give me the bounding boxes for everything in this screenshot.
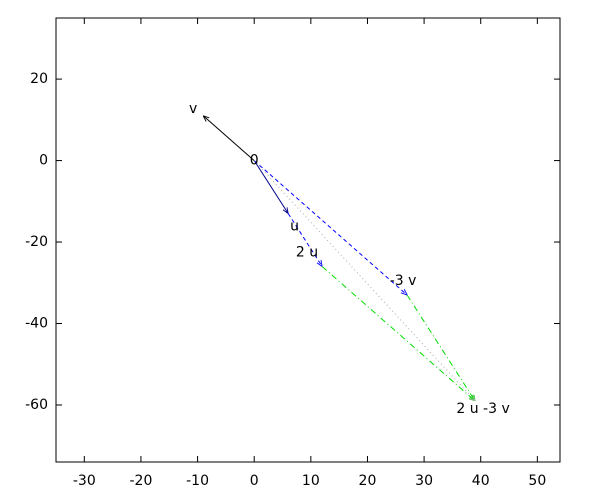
- vector: [406, 294, 475, 401]
- y-tick-label: -20: [25, 234, 48, 250]
- y-tick-label: 0: [39, 153, 48, 169]
- y-tick-label: 20: [30, 71, 48, 87]
- vector: [253, 160, 288, 214]
- x-tick-label: -10: [186, 473, 209, 489]
- vector-label: u: [290, 219, 299, 235]
- vector: [321, 266, 475, 400]
- vector-label: -3 v: [390, 273, 417, 289]
- vector: [253, 160, 475, 401]
- x-tick-label: -30: [73, 473, 96, 489]
- x-tick-label: 40: [472, 473, 490, 489]
- x-tick-label: 20: [359, 473, 377, 489]
- vector: [287, 213, 322, 267]
- x-tick-label: 10: [302, 473, 320, 489]
- x-tick-label: 50: [528, 473, 546, 489]
- vector-label: v: [189, 101, 197, 117]
- vector-label: 2 u -3 v: [456, 401, 509, 417]
- y-tick-label: -40: [25, 316, 48, 332]
- x-tick-label: 30: [415, 473, 433, 489]
- plot-frame: [55, 17, 561, 463]
- vector: [203, 116, 255, 161]
- x-tick-label: 0: [250, 473, 259, 489]
- vector: [253, 160, 407, 295]
- vector-label: 2 u: [296, 244, 318, 260]
- y-tick-label: -60: [25, 397, 48, 413]
- vector-label: 0: [250, 153, 259, 169]
- x-tick-label: -20: [130, 473, 153, 489]
